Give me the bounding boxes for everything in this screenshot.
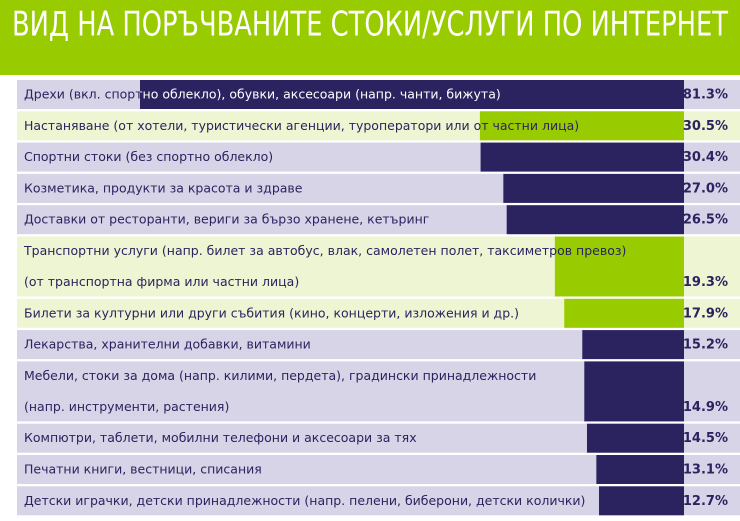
category-label: Мебели, стоки за дома (напр. килими, пер… xyxy=(24,368,536,383)
category-label: Детски играчки, детски принадлежности (н… xyxy=(24,493,585,508)
value-label: 14.9% xyxy=(683,400,728,415)
category-label: Дрехи (вкл. спортно облекло), обувки, ак… xyxy=(24,87,501,102)
value-label: 81.3% xyxy=(683,88,728,103)
value-label: 26.5% xyxy=(683,213,728,228)
bar xyxy=(506,205,684,235)
category-label: Лекарства, хранителни добавки, витамини xyxy=(24,337,311,352)
bar xyxy=(599,486,684,516)
category-label: Спортни стоки (без спортно облекло) xyxy=(24,149,273,164)
category-label: Доставки от ресторанти, вериги за бързо … xyxy=(24,212,429,227)
category-label: (напр. инструменти, растения) xyxy=(24,399,229,414)
bar xyxy=(554,236,684,297)
category-label: Билети за културни или други събития (ки… xyxy=(24,305,519,320)
value-label: 27.0% xyxy=(683,181,728,196)
category-label: (от транспортна фирма или частни лица) xyxy=(24,274,299,289)
value-label: 13.1% xyxy=(683,463,728,478)
bar xyxy=(503,173,684,203)
bar xyxy=(480,142,684,172)
title-band xyxy=(0,0,740,75)
category-label: Печатни книги, вестници, списания xyxy=(24,462,262,477)
bar xyxy=(586,423,684,453)
value-label: 12.7% xyxy=(683,494,728,509)
chart-title: ВИД НА ПОРЪЧВАНИТЕ СТОКИ/УСЛУГИ ПО ИНТЕР… xyxy=(12,5,728,45)
category-label: Компютри, таблети, мобилни телефони и ак… xyxy=(24,430,417,445)
bar xyxy=(596,455,684,484)
value-label: 14.5% xyxy=(683,431,728,446)
bar xyxy=(564,298,684,328)
bar xyxy=(479,111,684,141)
category-label: Дрехи (вкл. спортно облекло), обувки, ак… xyxy=(24,87,501,102)
category-label: Транспортни услуги (напр. билет за автоб… xyxy=(23,243,626,258)
category-label: Настаняване (от хотели, туристически аге… xyxy=(24,118,579,133)
value-label: 15.2% xyxy=(683,338,728,353)
bar xyxy=(584,361,684,422)
bar xyxy=(582,330,684,360)
value-label: 19.3% xyxy=(683,275,728,290)
value-label: 30.5% xyxy=(683,119,728,134)
category-label: Козметика, продукти за красота и здраве xyxy=(24,180,303,195)
bar xyxy=(140,80,684,109)
value-label: 17.9% xyxy=(683,306,728,321)
value-label: 30.4% xyxy=(683,150,728,165)
